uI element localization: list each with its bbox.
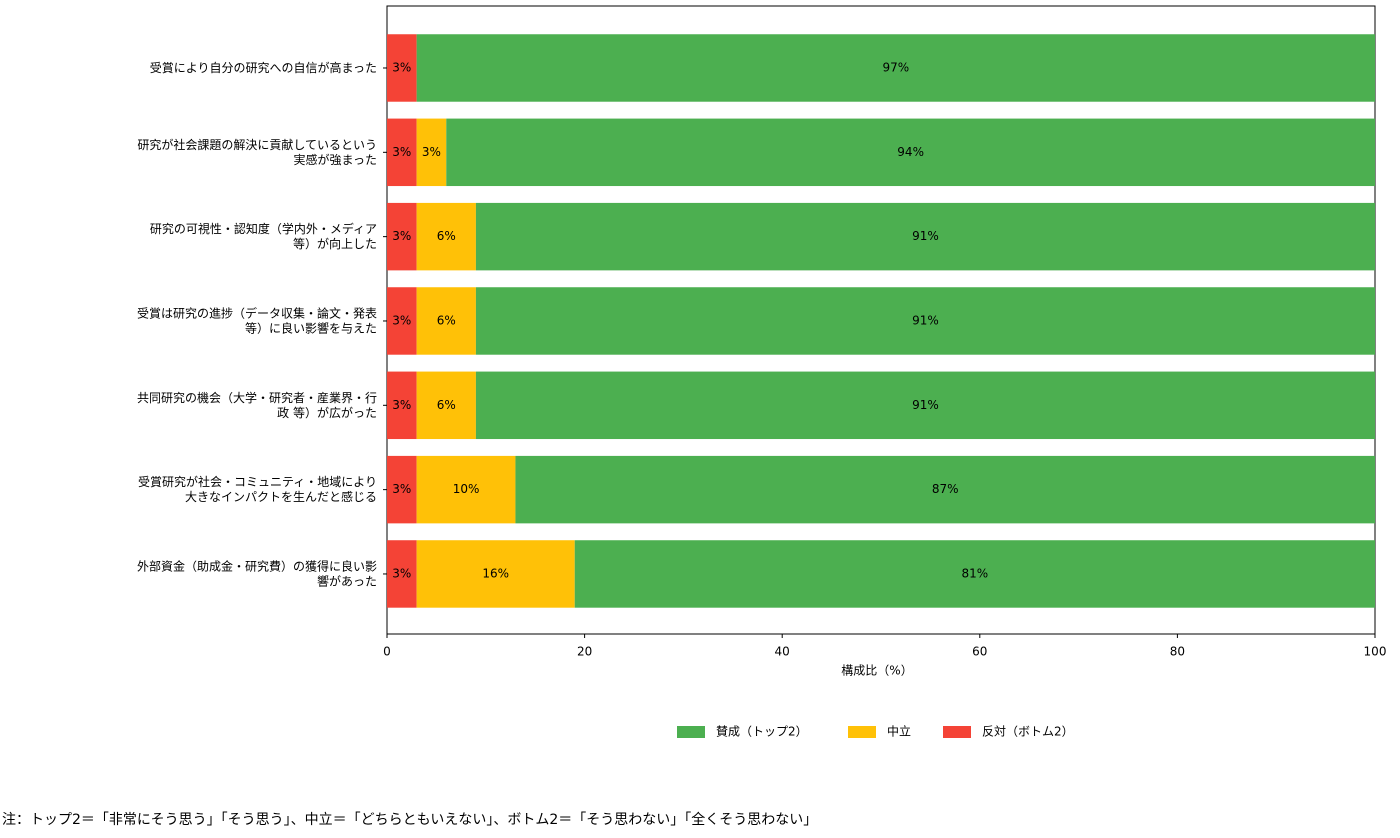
data-label: 3% — [392, 229, 411, 243]
x-tick-label: 0 — [383, 645, 391, 659]
data-label: 87% — [932, 482, 959, 496]
bar-segment — [416, 455, 516, 524]
bar-segment — [515, 455, 1375, 524]
bar-segment — [416, 371, 476, 440]
data-label: 91% — [912, 229, 939, 243]
bar-segment — [387, 540, 417, 608]
data-label: 81% — [962, 566, 989, 580]
bar-segment — [574, 540, 1375, 608]
bar-segment — [475, 371, 1375, 440]
bar-segment — [387, 34, 417, 102]
bar-segment — [416, 540, 575, 608]
x-tick-label: 20 — [577, 645, 592, 659]
data-label: 3% — [392, 398, 411, 412]
bar-segment — [416, 34, 1375, 102]
y-tick-label: 共同研究の機会（大学・研究者・産業界・行政 等）が広がった — [137, 389, 377, 419]
data-label: 6% — [437, 313, 456, 327]
data-label: 6% — [437, 229, 456, 243]
y-tick-label: 研究の可視性・認知度（学内外・メディア等）が向上した — [150, 221, 377, 251]
legend-label: 賛成（トップ2） — [716, 725, 808, 739]
y-tick-label: 研究が社会課題の解決に貢献しているという実感が強まった — [137, 136, 377, 166]
legend-swatch — [677, 726, 705, 738]
bar-segment — [416, 202, 476, 271]
data-label: 3% — [392, 60, 411, 74]
bar-segment — [475, 202, 1375, 271]
bar-segment — [387, 202, 417, 271]
data-label: 91% — [912, 313, 939, 327]
data-label: 3% — [422, 145, 441, 159]
y-tick-label: 外部資金（助成金・研究費）の獲得に良い影響があった — [137, 558, 377, 588]
data-label: 10% — [453, 482, 480, 496]
y-tick-label: 受賞により自分の研究への自信が高まった — [150, 59, 377, 74]
bar-segment — [475, 287, 1375, 355]
data-label: 97% — [882, 60, 909, 74]
data-label: 3% — [392, 566, 411, 580]
bar-segment — [387, 287, 417, 355]
data-label: 16% — [482, 566, 509, 580]
data-label: 3% — [392, 482, 411, 496]
x-axis-label: 構成比（%） — [841, 664, 912, 678]
x-tick-label: 40 — [775, 645, 790, 659]
bar-segment — [416, 287, 476, 355]
legend-label: 中立 — [887, 724, 911, 739]
y-tick-label: 受賞は研究の進捗（データ収集・論文・発表等）に良い影響を与えた — [137, 305, 377, 335]
legend-swatch — [848, 726, 876, 738]
data-label: 91% — [912, 398, 939, 412]
data-label: 3% — [392, 145, 411, 159]
bar-segment — [446, 118, 1375, 187]
bar-segment — [416, 118, 447, 187]
bar-segment — [387, 455, 417, 524]
data-label: 6% — [437, 398, 456, 412]
bar-segment — [387, 371, 417, 440]
y-tick-label: 受賞研究が社会・コミュニティ・地域により大きなインパクトを生んだと感じる — [138, 474, 377, 504]
x-tick-label: 80 — [1170, 645, 1185, 659]
footnote: 注：トップ2＝「非常にそう思う」「そう思う」、中立＝「どちらともいえない」、ボト… — [2, 811, 817, 828]
x-tick-label: 100 — [1364, 645, 1387, 659]
bar-segment — [387, 118, 417, 187]
x-tick-label: 60 — [972, 645, 987, 659]
legend-swatch — [943, 726, 971, 738]
legend-label: 反対（ボトム2） — [982, 725, 1074, 739]
data-label: 3% — [392, 313, 411, 327]
data-label: 94% — [897, 145, 924, 159]
